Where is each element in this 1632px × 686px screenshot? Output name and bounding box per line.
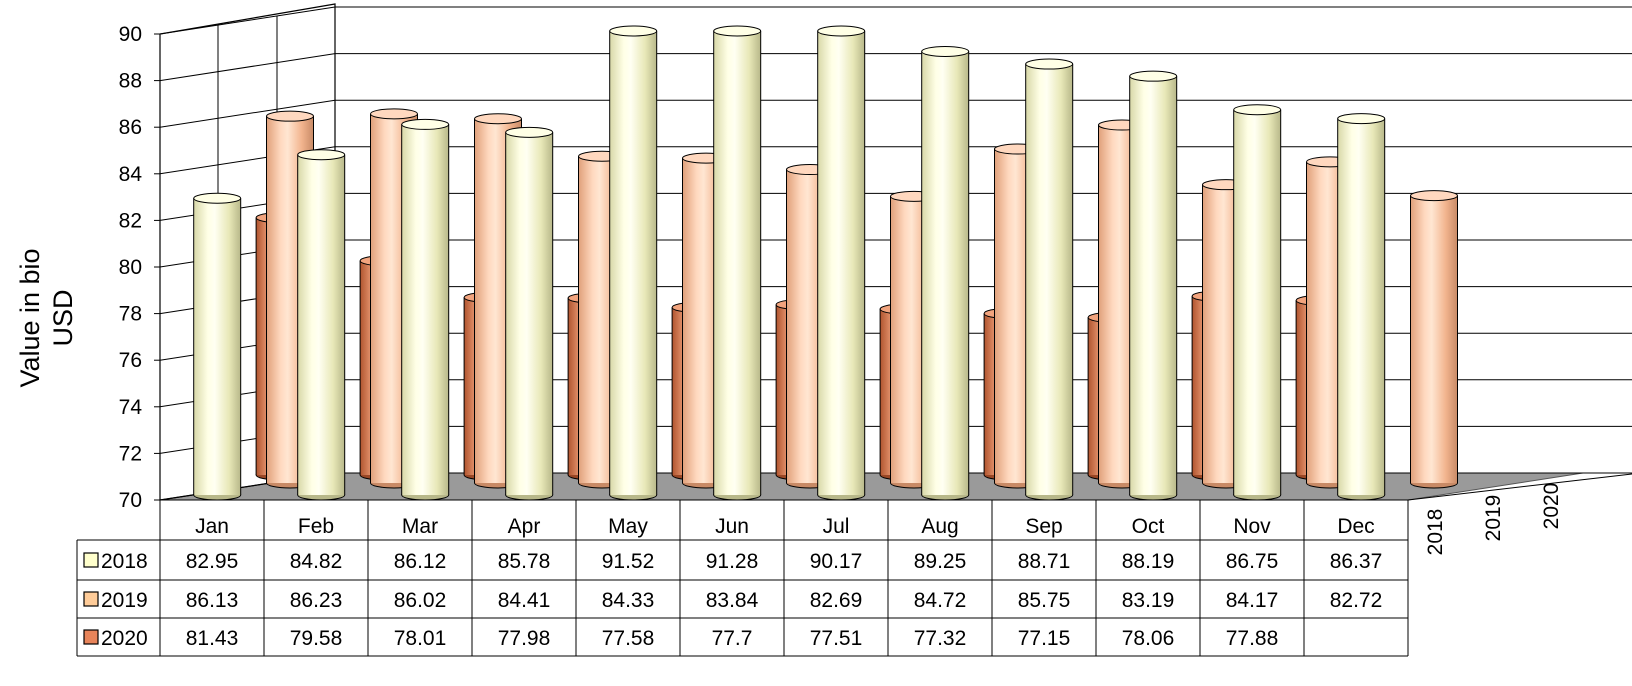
y-axis-title-line: USD — [48, 289, 78, 346]
legend-label: 2019 — [101, 589, 148, 612]
table-category-header: Dec — [1337, 515, 1374, 538]
table-category-header: Nov — [1233, 515, 1271, 538]
table-cell: 84.82 — [290, 550, 343, 573]
table-cell: 86.02 — [394, 589, 447, 612]
y-tick-label: 82 — [119, 209, 142, 232]
table-cell: 77.51 — [810, 627, 863, 650]
table-cell: 84.72 — [914, 589, 967, 612]
y-tick-label: 72 — [119, 442, 142, 465]
legend-key-2020 — [83, 629, 99, 645]
y-axis-title-line: Value in bio — [15, 248, 45, 387]
table-cell: 83.84 — [706, 589, 759, 612]
table-cell: 91.28 — [706, 550, 759, 573]
table-category-header: Jul — [823, 515, 850, 538]
table-cell: 77.88 — [1226, 627, 1279, 650]
y-tick-label: 76 — [119, 349, 142, 372]
table-cell: 86.23 — [290, 589, 343, 612]
table-cell: 89.25 — [914, 550, 967, 573]
table-cell: 86.75 — [1226, 550, 1279, 573]
table-cell: 79.58 — [290, 627, 343, 650]
y-tick-label: 78 — [119, 303, 142, 326]
depth-axis-label: 2018 — [1424, 509, 1447, 556]
table-cell: 83.19 — [1122, 589, 1175, 612]
table-cell: 78.06 — [1122, 627, 1175, 650]
table-cell: 84.17 — [1226, 589, 1279, 612]
table-cell: 82.69 — [810, 589, 863, 612]
table-cell: 91.52 — [602, 550, 655, 573]
table-cell: 81.43 — [186, 627, 239, 650]
side-gridline — [159, 53, 336, 82]
y-tick-label: 70 — [119, 489, 142, 512]
table-cell: 78.01 — [394, 627, 447, 650]
table-cell: 85.75 — [1018, 589, 1071, 612]
table-cell: 77.32 — [914, 627, 967, 650]
depth-axis-label: 2020 — [1540, 483, 1563, 530]
side-gridline — [159, 6, 336, 35]
table-cell: 85.78 — [498, 550, 551, 573]
legend-label: 2020 — [101, 627, 148, 650]
table-cell: 86.37 — [1330, 550, 1383, 573]
bar-2018-mar — [401, 118, 450, 501]
legend-key-2019 — [83, 591, 99, 607]
table-category-header: Apr — [508, 515, 541, 538]
legend-key-2018 — [83, 552, 99, 568]
bar-2018-apr — [505, 126, 554, 501]
table-category-header: Jun — [715, 515, 749, 538]
table-cell: 77.58 — [602, 627, 655, 650]
table-cell: 82.72 — [1330, 589, 1383, 612]
table-category-header: Oct — [1132, 515, 1165, 538]
y-tick-label: 74 — [119, 396, 143, 419]
bar-2018-oct — [1129, 70, 1178, 501]
table-cell: 77.15 — [1018, 627, 1071, 650]
table-cell: 82.95 — [186, 550, 239, 573]
table-category-header: May — [608, 515, 648, 538]
y-tick-label: 86 — [119, 116, 142, 139]
y-tick-label: 90 — [119, 23, 142, 46]
table-category-header: Feb — [298, 515, 334, 538]
y-tick-label: 84 — [119, 163, 143, 186]
bar-2018-aug — [921, 45, 970, 501]
bar-2018-jan — [193, 192, 242, 501]
table-cell: 90.17 — [810, 550, 863, 573]
side-gridline — [159, 99, 336, 128]
y-axis-title: Value in bio USD — [15, 248, 78, 387]
bar-2019-dec — [1410, 190, 1458, 489]
table-cell: 88.71 — [1018, 550, 1071, 573]
table-cell: 86.12 — [394, 550, 447, 573]
bar-2018-feb — [297, 149, 346, 501]
bar-2018-dec — [1337, 113, 1386, 501]
bar-2018-jul — [817, 25, 866, 501]
depth-axis-line — [1407, 473, 1632, 501]
legend-label: 2018 — [101, 550, 148, 573]
table-cell: 84.41 — [498, 589, 551, 612]
table-cell: 77.98 — [498, 627, 551, 650]
table-cell: 88.19 — [1122, 550, 1175, 573]
bar-2018-may — [609, 25, 658, 501]
y-tick-label: 80 — [119, 256, 142, 279]
bar-2018-sep — [1025, 58, 1074, 501]
table-category-header: Aug — [921, 515, 958, 538]
table-category-header: Jan — [195, 515, 229, 538]
table-cell: 84.33 — [602, 589, 655, 612]
table-cell: 86.13 — [186, 589, 239, 612]
bar-2018-jun — [713, 25, 762, 501]
table-cell: 77.7 — [712, 627, 753, 650]
y-tick-label: 88 — [119, 70, 142, 93]
bar-2018-nov — [1233, 104, 1282, 501]
table-category-header: Mar — [402, 515, 438, 538]
table-category-header: Sep — [1025, 515, 1062, 538]
depth-axis-label: 2019 — [1482, 495, 1505, 542]
